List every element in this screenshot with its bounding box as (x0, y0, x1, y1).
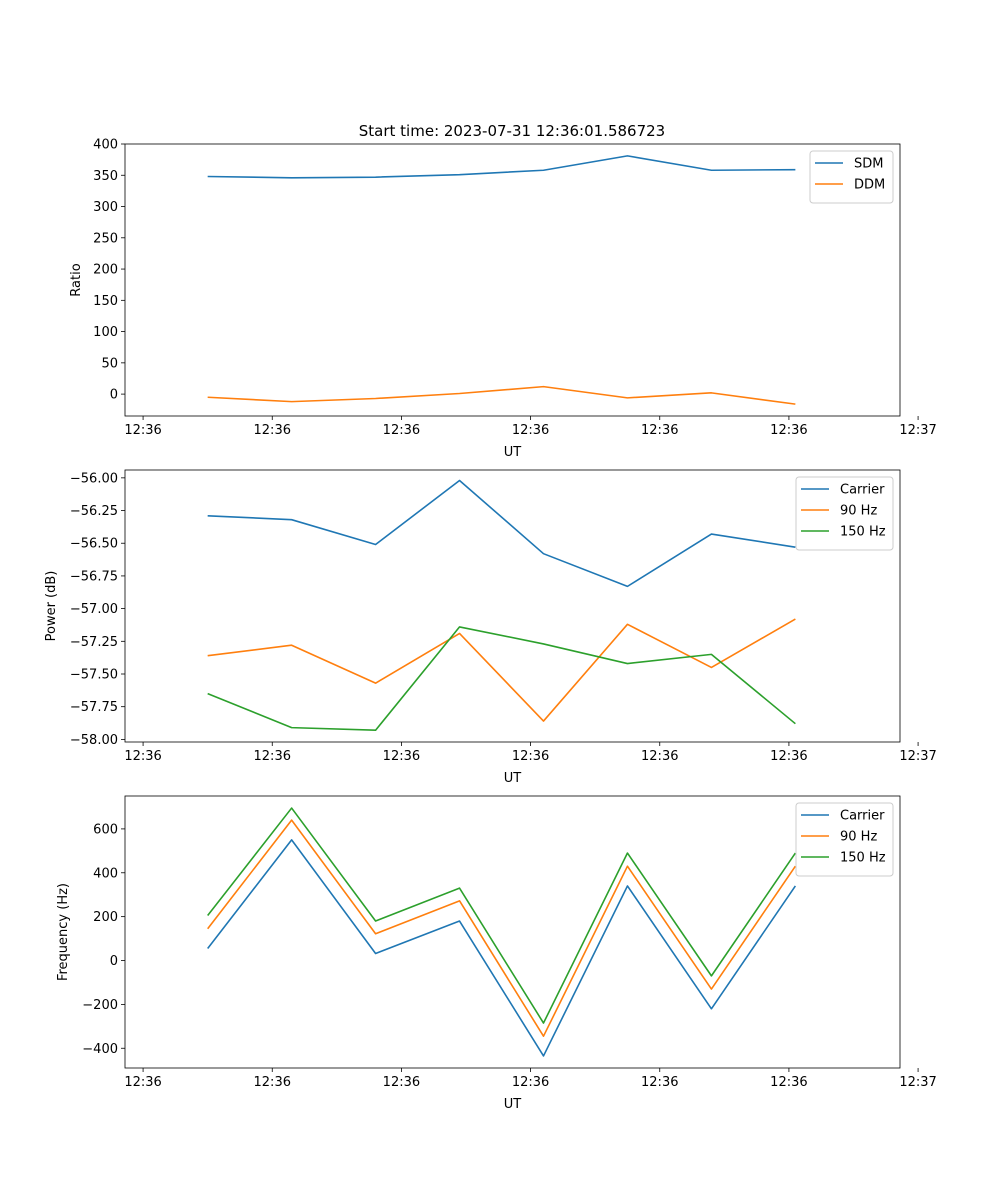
y-tick-label: −57.75 (70, 700, 118, 715)
series-line-90-hz (207, 819, 797, 1037)
y-tick-label: 400 (93, 866, 118, 881)
series-line-150-hz (207, 807, 797, 1024)
x-tick-label: 12:36 (641, 1075, 678, 1090)
y-tick-label: 0 (110, 954, 118, 969)
y-tick-label: −57.50 (70, 668, 118, 683)
legend-label: 150 Hz (840, 525, 886, 540)
legend: Carrier 90 Hz 150 Hz (795, 802, 894, 877)
y-axis-label: Frequency (Hz) (56, 883, 71, 981)
x-tick-label: 12:36 (124, 1075, 161, 1090)
legend-label: 90 Hz (840, 504, 877, 519)
chart-panel-2: 12:36 12:36 12:36 12:36 12:36 12:36 12:37 −56.0… (44, 469, 937, 786)
series-lines (207, 155, 796, 405)
y-tick-label: −57.25 (70, 635, 118, 650)
series-line-carrier (207, 479, 796, 588)
legend-box (809, 150, 894, 204)
subplots: 12:36 12:36 12:36 12:36 12:36 12:36 12:37 0 50 10… (44, 138, 937, 1113)
x-tick-label: 12:36 (254, 749, 291, 764)
x-tick-label: 12:36 (512, 749, 549, 764)
series-lines (207, 807, 797, 1057)
x-tick-label: 12:36 (124, 423, 161, 438)
x-tick-label: 12:36 (254, 423, 291, 438)
x-tick-label: 12:36 (770, 1075, 807, 1090)
legend-label: Carrier (840, 483, 885, 498)
y-tick-label: 200 (93, 910, 118, 925)
y-tick-label: −400 (82, 1042, 118, 1057)
x-tick-label: 12:36 (383, 1075, 420, 1090)
y-tick-label: 100 (93, 325, 118, 340)
x-tick-label: 12:37 (899, 423, 936, 438)
x-tick-label: 12:36 (512, 1075, 549, 1090)
x-tick-label: 12:36 (770, 749, 807, 764)
y-axis-label: Ratio (69, 263, 84, 296)
y-tick-label: −200 (82, 998, 118, 1013)
x-tick-label: 12:36 (770, 423, 807, 438)
series-line-150-hz (207, 626, 796, 732)
x-tick-label: 12:36 (383, 749, 420, 764)
legend-label: DDM (854, 178, 885, 193)
legend: Carrier 90 Hz 150 Hz (795, 476, 894, 551)
y-tick-label: 250 (93, 231, 118, 246)
y-tick-label: −57.00 (70, 602, 118, 617)
axes-frame (124, 143, 901, 417)
x-tick-label: 12:36 (124, 749, 161, 764)
y-tick-label: 300 (93, 200, 118, 215)
y-tick-label: −56.50 (70, 537, 118, 552)
series-line-sdm (207, 155, 796, 179)
y-tick-label: 0 (110, 388, 118, 403)
x-tick-label: 12:36 (383, 423, 420, 438)
axes-frame (124, 795, 901, 1069)
axes-frame (124, 469, 901, 743)
x-tick-label: 12:37 (899, 749, 936, 764)
y-tick-label: 200 (93, 263, 118, 278)
y-tick-label: 400 (93, 138, 118, 153)
figure-title: Start time: 2023-07-31 12:36:01.586723 (359, 122, 665, 140)
y-tick-label: 600 (93, 822, 118, 837)
x-tick-label: 12:37 (899, 1075, 936, 1090)
y-axis-label: Power (dB) (44, 571, 59, 642)
x-axis-label: UT (504, 445, 522, 460)
x-tick-label: 12:36 (641, 749, 678, 764)
y-tick-label: 150 (93, 294, 118, 309)
chart-panel-1: 12:36 12:36 12:36 12:36 12:36 12:36 12:37 0 50 10… (69, 138, 937, 461)
x-tick-label: 12:36 (512, 423, 549, 438)
chart-panel-3: 12:36 12:36 12:36 12:36 12:36 12:36 12:37 −400 −… (56, 795, 937, 1112)
legend-label: Carrier (840, 809, 885, 824)
series-line-90-hz (207, 618, 796, 722)
y-tick-label: −56.75 (70, 569, 118, 584)
y-tick-label: 50 (101, 356, 118, 371)
y-tick-label: −58.00 (70, 733, 118, 748)
legend: SDM DDM (809, 150, 894, 204)
y-tick-label: 350 (93, 169, 118, 184)
y-tick-label: −56.25 (70, 504, 118, 519)
x-axis-label: UT (504, 771, 522, 786)
legend-label: 150 Hz (840, 851, 886, 866)
x-axis-label: UT (504, 1097, 522, 1112)
series-line-ddm (207, 385, 796, 405)
series-lines (207, 479, 796, 732)
y-tick-label: −56.00 (70, 471, 118, 486)
series-line-carrier (207, 839, 797, 1057)
legend-label: SDM (854, 157, 883, 172)
x-tick-label: 12:36 (254, 1075, 291, 1090)
x-tick-label: 12:36 (641, 423, 678, 438)
legend-label: 90 Hz (840, 830, 877, 845)
